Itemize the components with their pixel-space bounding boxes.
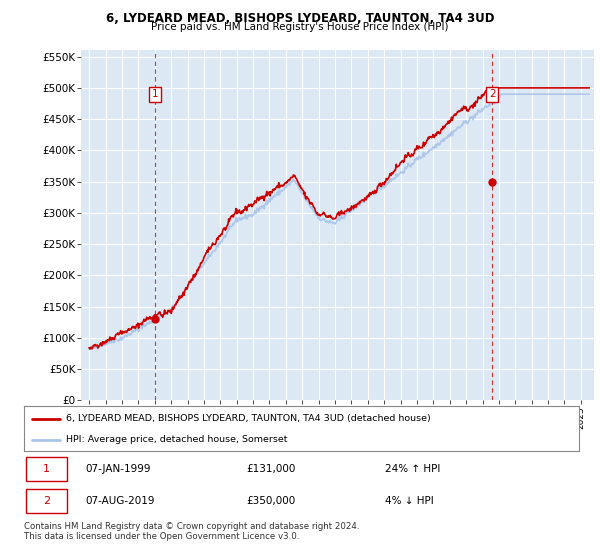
Text: 24% ↑ HPI: 24% ↑ HPI bbox=[385, 464, 440, 474]
FancyBboxPatch shape bbox=[26, 457, 67, 481]
Text: 1: 1 bbox=[43, 464, 50, 474]
FancyBboxPatch shape bbox=[26, 489, 67, 512]
Text: 2: 2 bbox=[489, 89, 496, 99]
Text: 1: 1 bbox=[152, 89, 159, 99]
Text: 6, LYDEARD MEAD, BISHOPS LYDEARD, TAUNTON, TA4 3UD (detached house): 6, LYDEARD MEAD, BISHOPS LYDEARD, TAUNTO… bbox=[65, 414, 430, 423]
Text: Contains HM Land Registry data © Crown copyright and database right 2024.
This d: Contains HM Land Registry data © Crown c… bbox=[24, 522, 359, 542]
Text: £350,000: £350,000 bbox=[246, 496, 295, 506]
Text: 6, LYDEARD MEAD, BISHOPS LYDEARD, TAUNTON, TA4 3UD: 6, LYDEARD MEAD, BISHOPS LYDEARD, TAUNTO… bbox=[106, 12, 494, 25]
Text: Price paid vs. HM Land Registry's House Price Index (HPI): Price paid vs. HM Land Registry's House … bbox=[151, 22, 449, 32]
Text: £131,000: £131,000 bbox=[246, 464, 295, 474]
Text: 2: 2 bbox=[43, 496, 50, 506]
Text: 4% ↓ HPI: 4% ↓ HPI bbox=[385, 496, 433, 506]
Text: 07-AUG-2019: 07-AUG-2019 bbox=[85, 496, 155, 506]
Text: 07-JAN-1999: 07-JAN-1999 bbox=[85, 464, 151, 474]
Text: HPI: Average price, detached house, Somerset: HPI: Average price, detached house, Some… bbox=[65, 435, 287, 444]
